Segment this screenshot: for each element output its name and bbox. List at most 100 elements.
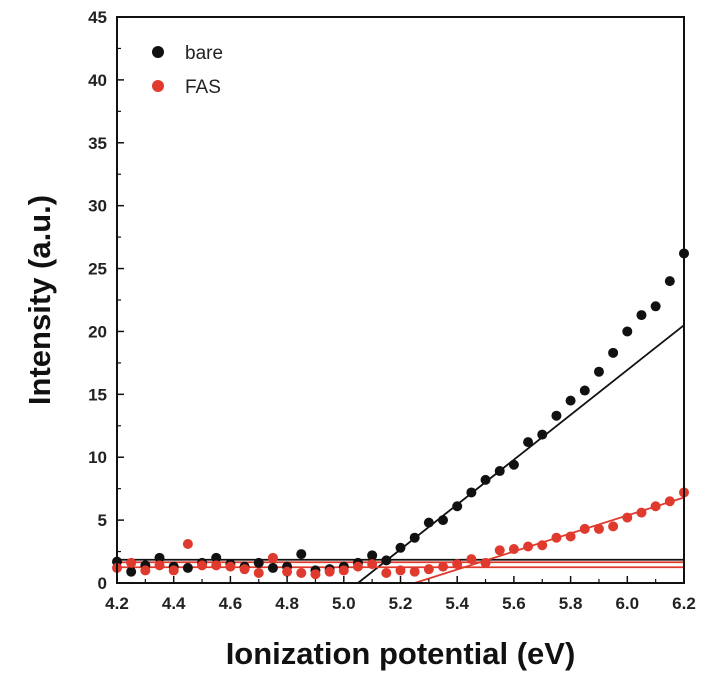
x-tick-label: 4.6 <box>219 594 243 613</box>
bare-data-point <box>296 549 307 560</box>
legend-marker-FAS <box>152 80 164 92</box>
y-axis-title: Intensity (a.u.) <box>22 195 57 405</box>
y-tick-label: 45 <box>88 8 107 27</box>
FAS-data-point <box>409 566 420 577</box>
bare-data-point <box>523 437 534 448</box>
FAS-data-point <box>466 554 477 565</box>
bare-data-point <box>154 552 165 563</box>
FAS-data-point <box>508 544 519 555</box>
y-tick-label: 35 <box>88 134 107 153</box>
FAS-data-point <box>168 565 179 576</box>
bare-data-point <box>579 385 590 396</box>
FAS-data-point <box>352 561 363 572</box>
y-tick-label: 40 <box>88 71 107 90</box>
legend-label-bare: bare <box>185 43 223 64</box>
bare-data-point <box>466 487 477 498</box>
y-tick-label: 10 <box>88 448 107 467</box>
bare-data-point <box>211 552 222 563</box>
FAS-data-point <box>367 559 378 570</box>
FAS-data-point <box>182 539 193 550</box>
FAS-data-point <box>593 523 604 534</box>
FAS-data-point <box>197 560 208 571</box>
FAS-data-point <box>650 501 661 512</box>
legend: bare FAS <box>152 43 223 98</box>
bare-data-point <box>438 515 449 526</box>
FAS-data-point <box>126 557 137 568</box>
bare-data-point <box>409 532 420 543</box>
bare-data-point <box>381 555 392 566</box>
FAS-data-point <box>480 557 491 568</box>
FAS-data-point <box>537 540 548 551</box>
FAS-data-point <box>253 567 264 578</box>
FAS-data-point <box>523 541 534 552</box>
bare-data-point <box>664 276 675 287</box>
FAS-data-point <box>381 567 392 578</box>
FAS-data-point <box>438 561 449 572</box>
x-tick-label: 5.6 <box>502 594 526 613</box>
data-points <box>112 248 689 580</box>
FAS-data-point <box>239 564 250 575</box>
FAS-data-point <box>622 512 633 523</box>
FAS-data-point <box>395 565 406 576</box>
FAS-data-point <box>338 565 349 576</box>
FAS-data-point <box>296 567 307 578</box>
y-tick-label: 0 <box>98 574 107 593</box>
plot-frame <box>116 16 685 584</box>
bare-data-point <box>395 542 406 553</box>
FAS-data-point <box>140 565 151 576</box>
x-tick-label: 4.4 <box>162 594 186 613</box>
FAS-data-point <box>664 496 675 507</box>
y-tick-label: 15 <box>88 385 107 404</box>
x-tick-label: 5.4 <box>445 594 469 613</box>
x-tick-label: 6.0 <box>615 594 639 613</box>
bare-fit-line <box>357 324 685 584</box>
y-tick-label: 30 <box>88 197 107 216</box>
FAS-data-point <box>423 564 434 575</box>
FAS-data-point <box>324 566 335 577</box>
x-axis-title: Ionization potential (eV) <box>226 636 576 671</box>
FAS-data-point <box>225 561 236 572</box>
y-tick-label: 5 <box>98 511 107 530</box>
bare-data-point <box>267 562 278 573</box>
FAS-data-point <box>579 523 590 534</box>
legend-label-FAS: FAS <box>185 77 221 98</box>
bare-data-point <box>126 566 137 577</box>
x-tick-label: 5.0 <box>332 594 356 613</box>
bare-data-point <box>593 366 604 377</box>
bare-data-point <box>423 517 434 528</box>
FAS-data-point <box>154 560 165 571</box>
FAS-data-point <box>494 545 505 556</box>
bare-data-point <box>565 395 576 406</box>
bare-data-point <box>551 410 562 421</box>
y-tick-label: 25 <box>88 260 107 279</box>
x-tick-label: 4.2 <box>105 594 129 613</box>
bare-data-point <box>622 326 633 337</box>
bare-data-point <box>182 562 193 573</box>
FAS-data-point <box>282 566 293 577</box>
legend-marker-bare <box>152 46 164 58</box>
axis-ticks: 4.2 4.4 4.6 4.8 5.0 5.2 5.4 5.6 5.8 6.0 6.2 0 5 10 15 2… <box>88 8 696 613</box>
bare-data-point <box>253 557 264 568</box>
FAS-data-point <box>636 507 647 518</box>
bare-data-point <box>650 301 661 312</box>
FAS-data-point <box>211 560 222 571</box>
bare-data-point <box>494 466 505 477</box>
bare-data-point <box>537 429 548 440</box>
bare-data-point <box>508 459 519 470</box>
x-tick-label: 5.8 <box>559 594 583 613</box>
bare-data-point <box>636 310 647 321</box>
FAS-data-point <box>608 521 619 532</box>
bare-data-point <box>452 501 463 512</box>
FAS-data-point <box>551 532 562 543</box>
x-tick-label: 6.2 <box>672 594 696 613</box>
FAS-data-point <box>267 552 278 563</box>
bare-data-point <box>480 474 491 485</box>
y-tick-label: 20 <box>88 322 107 341</box>
FAS-data-point <box>565 531 576 542</box>
x-tick-label: 5.2 <box>389 594 413 613</box>
x-tick-label: 4.8 <box>275 594 299 613</box>
bare-data-point <box>367 550 378 561</box>
FAS-data-point <box>452 559 463 570</box>
bare-data-point <box>608 347 619 358</box>
